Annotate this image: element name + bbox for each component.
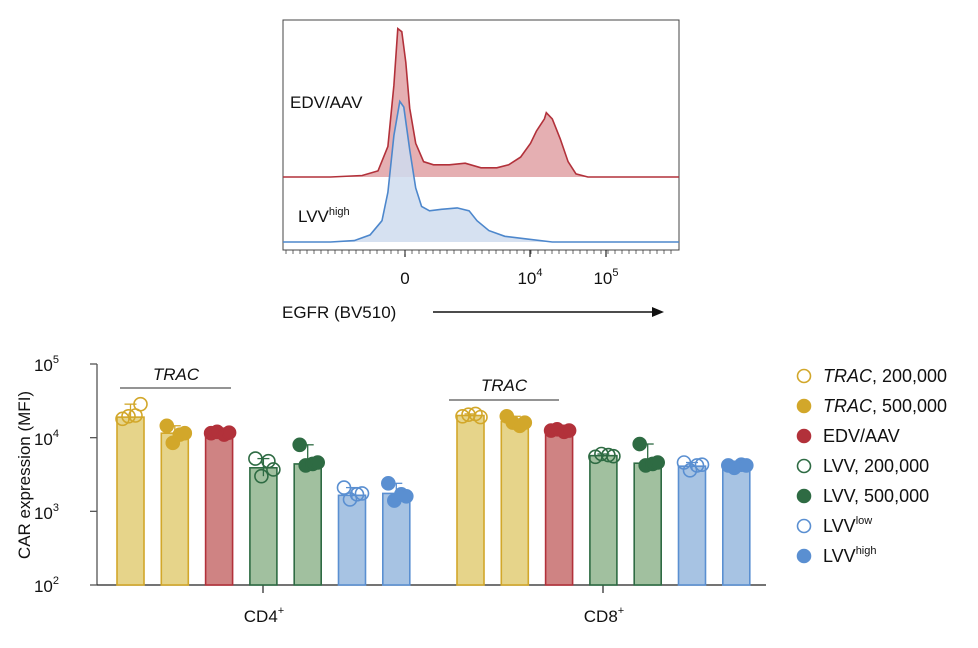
y-tick-label-1e2: 102 xyxy=(34,575,59,596)
bar-axes xyxy=(90,363,766,593)
data-point xyxy=(254,468,269,484)
data-point xyxy=(266,462,281,477)
data-point xyxy=(261,453,276,469)
bar-0-0 xyxy=(116,416,145,586)
data-point xyxy=(221,425,237,440)
data-point xyxy=(689,458,705,473)
data-point xyxy=(159,418,175,434)
legend-marker-5 xyxy=(796,518,812,534)
data-point xyxy=(121,409,136,424)
histogram-curves xyxy=(283,27,679,243)
bar-1-5 xyxy=(677,465,707,586)
legend-label-4: LVV, 500,000 xyxy=(823,486,929,506)
bar-0-2 xyxy=(204,432,234,586)
bar-marks xyxy=(115,396,754,586)
data-point xyxy=(694,457,710,472)
legend-label-5: LVVlow xyxy=(823,515,872,536)
bar-1-3 xyxy=(589,454,618,586)
legend-label-2: EDV/AAV xyxy=(823,426,900,446)
hist-tick-label-1e4: 104 xyxy=(517,267,542,288)
group-label-cd8: CD8+ xyxy=(584,605,624,626)
histogram-frame xyxy=(282,19,680,251)
legend-label-3: LVV, 200,000 xyxy=(823,456,929,476)
legend-marker-6 xyxy=(796,548,812,564)
bar-1-2 xyxy=(544,429,574,586)
data-point xyxy=(133,396,148,412)
bar-0-5 xyxy=(337,494,367,586)
histogram-x-ticks xyxy=(285,250,672,257)
legend-label-0: TRAC, 200,000 xyxy=(823,366,947,386)
hist-tick-label-0: 0 xyxy=(400,269,409,288)
y-tick-label-1e5: 105 xyxy=(34,354,59,375)
data-point xyxy=(561,423,577,438)
bar-1-4 xyxy=(633,462,663,586)
bar-chart-panel: CAR expression (MFI) 105 104 103 102 CD4… xyxy=(15,354,766,626)
histogram-curve-0 xyxy=(283,27,679,178)
bar-1-0 xyxy=(456,414,485,586)
data-point xyxy=(398,488,414,504)
legend-marker-4 xyxy=(796,488,812,504)
legend-marker-1 xyxy=(796,398,812,414)
legend: TRAC, 200,000 TRAC, 500,000 EDV/AAV LVV, 20… xyxy=(796,366,947,566)
data-point xyxy=(517,415,533,430)
data-point xyxy=(336,480,352,495)
legend-marker-3 xyxy=(796,458,812,474)
trac-label-cd8: TRAC xyxy=(481,376,528,395)
data-point xyxy=(606,448,621,464)
data-point xyxy=(632,436,648,452)
data-point xyxy=(650,455,666,470)
arrow-head-icon xyxy=(652,307,664,317)
bar-0-6 xyxy=(381,492,411,586)
y-tick-label-1e3: 103 xyxy=(34,502,59,523)
data-point xyxy=(292,437,308,453)
data-point xyxy=(310,455,326,470)
histogram-curve-1 xyxy=(283,99,679,243)
legend-label-6: LVVhigh xyxy=(823,545,876,566)
data-point xyxy=(354,486,370,501)
bar-0-3 xyxy=(249,466,278,586)
data-point xyxy=(473,409,488,425)
hist-label-edv-aav: EDV/AAV xyxy=(290,93,363,112)
y-tick-label-1e4: 104 xyxy=(34,428,59,449)
legend-marker-0 xyxy=(796,368,812,384)
trac-label-cd4: TRAC xyxy=(153,365,200,384)
bar-0-4 xyxy=(293,463,323,586)
bar-1-1 xyxy=(500,420,530,586)
bar-y-axis-label: CAR expression (MFI) xyxy=(15,391,34,559)
data-point xyxy=(601,447,616,463)
histogram-panel: EDV/AAV LVVhigh 0 104 105 EGFR (BV510) xyxy=(282,19,680,322)
legend-marker-2 xyxy=(796,428,812,444)
bar-0-1 xyxy=(160,432,190,586)
legend-label-1: TRAC, 500,000 xyxy=(823,396,947,416)
data-point xyxy=(738,458,754,473)
data-point xyxy=(380,476,396,491)
group-label-cd4: CD4+ xyxy=(244,605,284,626)
data-point xyxy=(177,425,193,441)
hist-tick-label-1e5: 105 xyxy=(593,267,618,288)
data-point xyxy=(349,487,365,502)
bar-1-6 xyxy=(721,465,751,586)
hist-label-lvv-high: LVVhigh xyxy=(298,206,350,226)
hist-x-axis-label: EGFR (BV510) xyxy=(282,303,396,322)
